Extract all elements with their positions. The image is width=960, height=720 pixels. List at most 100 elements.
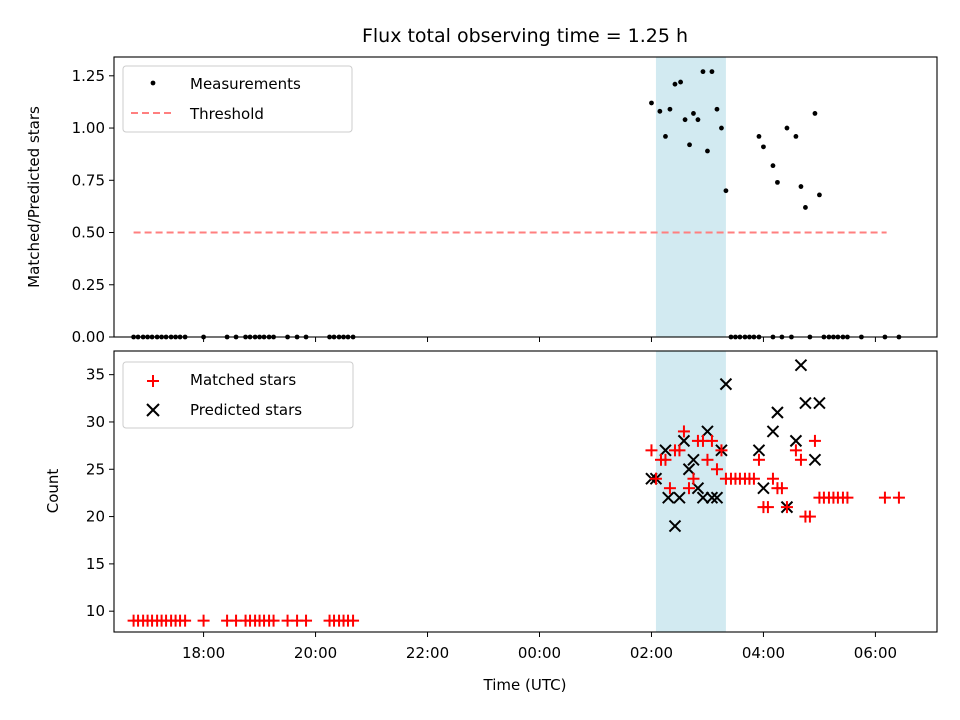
measurement-point-61 [803,205,808,210]
matched-star-32 [649,472,662,485]
matched-star-60 [780,501,793,514]
matched-star-43 [701,453,714,466]
bottom-y-tick-label: 25 [86,460,105,478]
measurement-point-62 [812,111,818,116]
bottom-y-tick-label: 35 [86,366,105,384]
legend-matched-marker [147,375,159,387]
measurement-point-42 [705,148,710,154]
measurement-point-59 [793,134,799,139]
measurement-point-57 [775,179,780,185]
observing-window-band [655,57,726,337]
bottom-y-axis: 10 15 20 25 30 35 [86,366,114,620]
matched-star-59 [775,482,788,495]
measurement-point-32 [657,108,663,114]
matched-star-61 [789,444,802,457]
predicted-star-23 [799,396,812,410]
matched-star-46 [715,444,728,457]
measurement-point-63 [817,192,822,198]
x-tick-label: 04:00 [742,644,785,662]
top-y-axis-label: Matched/Predicted stars [25,106,43,288]
legend-predicted-marker [146,403,160,417]
matched-star-54 [752,453,765,466]
measurement-point-58 [784,125,790,131]
matched-star-37 [673,444,686,457]
predicted-star-5 [673,491,686,504]
predicted-star-22 [794,358,808,372]
legend-matched-label: Matched stars [190,371,296,389]
top-legend: Measurements Threshold [122,65,353,133]
top-x-ticks [203,337,876,342]
measurement-point-44 [714,106,720,112]
top-y-tick-label: 0.25 [72,276,105,294]
top-y-tick-label: 1.25 [72,67,105,85]
matched-star-34 [659,453,672,466]
top-y-tick-label: 0.00 [72,328,105,346]
measurement-point-31 [649,100,654,106]
predicted-star-19 [771,406,784,419]
top-plot-frame [113,56,938,338]
predicted-star-8 [687,453,700,467]
measurement-point-45 [719,125,724,131]
top-y-tick-label: 0.50 [72,224,105,242]
matched-star-12 [197,614,210,627]
measurement-point-35 [672,81,678,87]
predicted-star-24 [808,453,822,467]
matched-star-62 [794,453,807,466]
measurement-point-56 [770,163,776,169]
predicted-star-21 [789,434,803,448]
matched-star-56 [761,501,774,514]
predicted-star-25 [813,396,826,410]
measurement-point-34 [667,106,673,112]
predicted-star-3 [662,491,675,504]
legend-threshold-label: Threshold [189,105,264,123]
bottom-x-axis: 18:00 20:00 22:00 00:00 02:00 04:00 06:00 [182,632,897,662]
measurement-point-40 [695,117,701,123]
predicted-star-18 [766,425,780,438]
measurement-point-37 [682,117,688,123]
matched-star-points [127,425,905,627]
x-tick-label: 02:00 [630,644,673,662]
predicted-star-15 [719,377,733,391]
bottom-y-tick-label: 10 [86,602,105,620]
bottom-y-tick-label: 30 [86,413,105,431]
top-y-tick-label: 1.00 [72,119,105,137]
measurement-point-41 [700,69,706,75]
predicted-star-16 [752,444,766,457]
matched-star-65 [808,434,821,447]
measurement-point-55 [761,144,766,150]
predicted-star-4 [668,519,682,533]
matched-star-53 [747,472,760,485]
matched-star-39 [682,482,695,495]
x-axis-label: Time (UTC) [483,676,567,694]
bottom-legend: Matched stars Predicted stars [122,361,354,429]
predicted-star-13 [710,491,724,504]
matched-star-44 [705,434,718,447]
measurement-point-43 [709,69,715,75]
matched-star-38 [677,425,690,438]
matched-star-21 [267,614,280,627]
measurement-point-54 [756,134,762,139]
matched-star-30 [347,614,360,627]
top-y-tick-label: 0.75 [72,171,105,189]
matched-star-64 [803,510,816,523]
x-tick-label: 22:00 [406,644,449,662]
matched-star-11 [179,614,192,627]
measurement-point-60 [798,184,804,189]
predicted-star-17 [757,481,770,495]
matched-star-45 [710,463,723,476]
predicted-star-12 [705,491,719,504]
matched-star-73 [878,491,891,504]
matched-star-57 [766,472,779,485]
x-tick-label: 18:00 [182,644,225,662]
chart-title: Flux total observing time = 1.25 h [362,25,688,47]
x-tick-label: 00:00 [518,644,561,662]
legend-measurements-marker [150,80,156,86]
predicted-star-10 [696,491,710,504]
legend-predicted-label: Predicted stars [190,401,302,419]
top-y-axis: 0.00 0.25 0.50 0.75 1.00 1.25 [72,67,114,346]
observing-window-band [655,351,726,632]
legend-measurements-label: Measurements [190,75,301,93]
bottom-y-tick-label: 20 [86,508,105,526]
matched-star-31 [645,444,658,457]
